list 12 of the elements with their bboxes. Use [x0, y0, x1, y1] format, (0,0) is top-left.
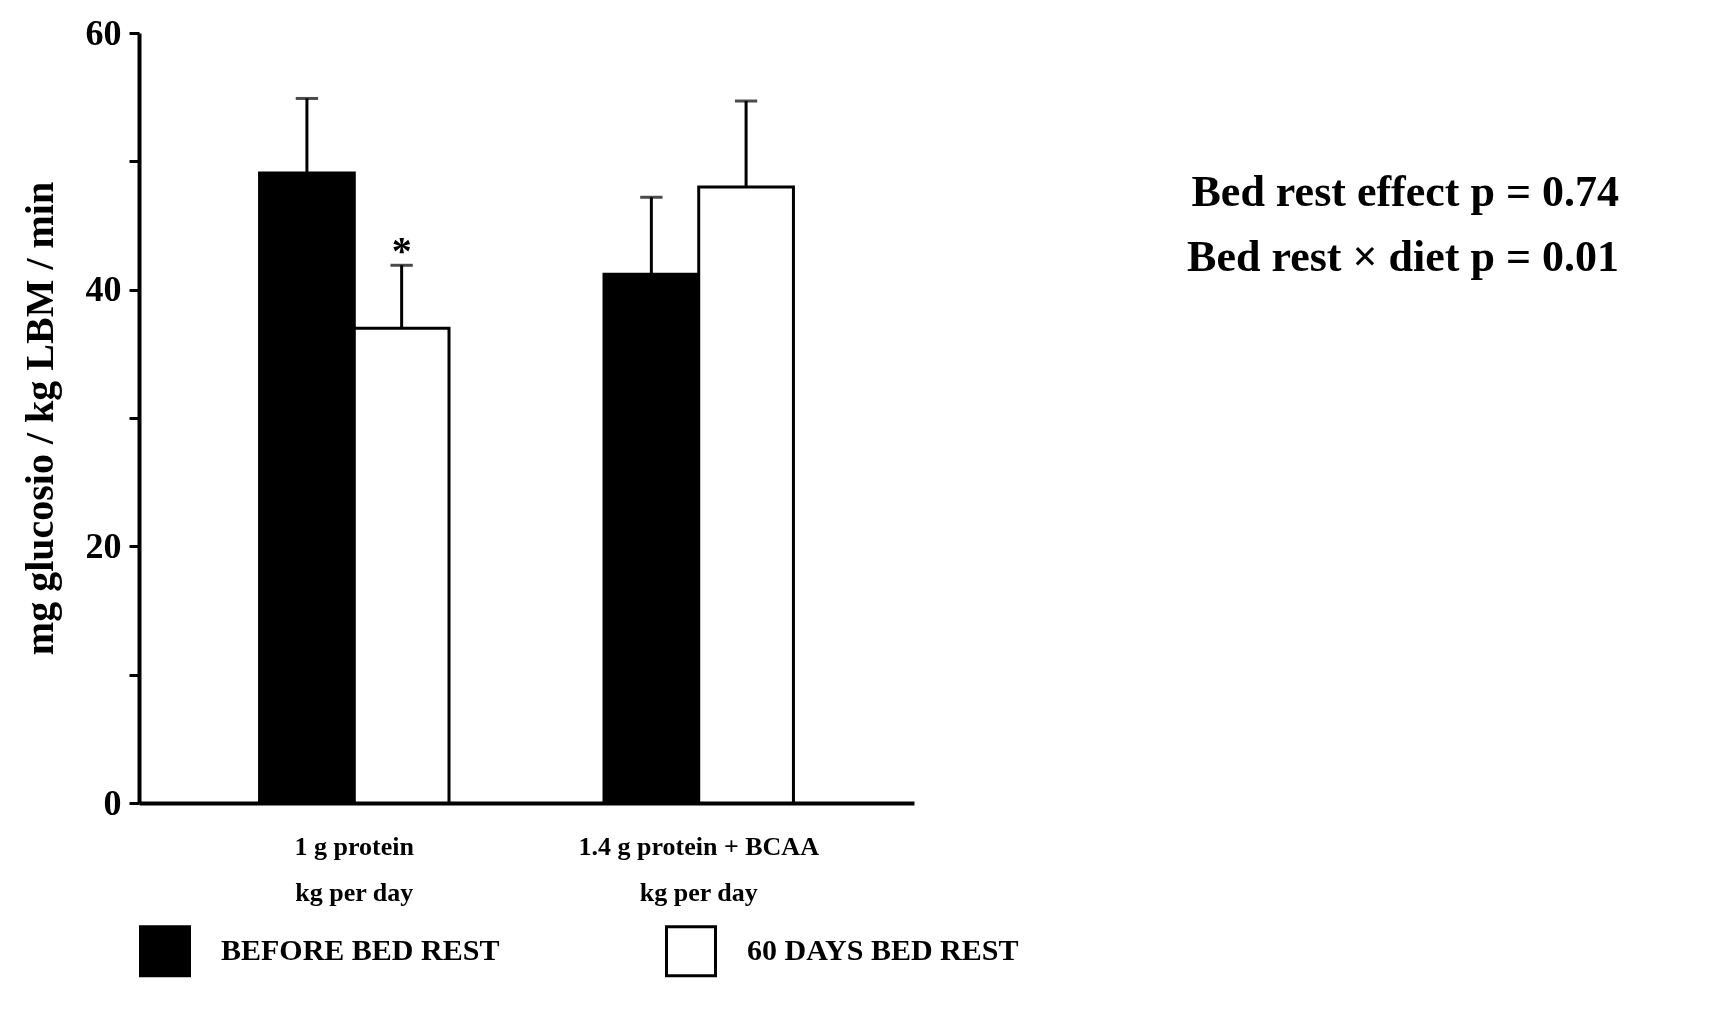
y-axis-title: mg glucosio / kg LBM / min — [16, 181, 62, 656]
legend-label: 60 DAYS BED REST — [747, 933, 1019, 967]
text: Bed rest effect p = 0.74 — [1191, 167, 1619, 216]
y-tick-label: 20 — [85, 525, 122, 566]
text: Bed rest × diet p = 0.01 — [1187, 232, 1619, 281]
y-tick-label: 40 — [85, 269, 122, 310]
x-tick-label: 1.4 g protein + BCAA kg per day — [578, 831, 820, 907]
annotation: * — [391, 227, 412, 273]
legend-label: BEFORE BED REST — [221, 933, 500, 967]
y-tick-label: 0 — [103, 782, 122, 823]
x-tick-label: 1 g protein kg per day — [294, 831, 415, 907]
y-tick-label: 60 — [85, 12, 122, 53]
